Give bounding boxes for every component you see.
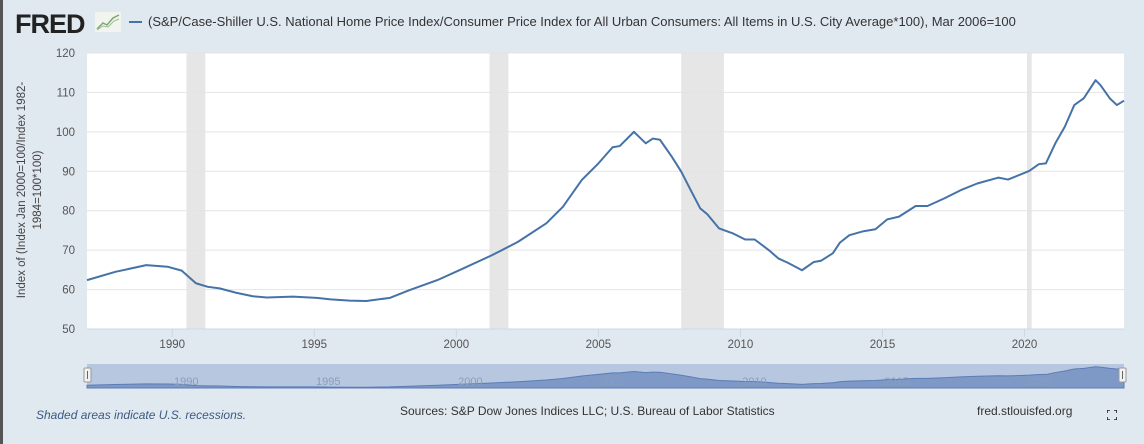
recession-band <box>1026 53 1032 329</box>
navigator-tick-label: 2005 <box>600 376 624 388</box>
sources: Sources: S&P Dow Jones Indices LLC; U.S.… <box>400 404 775 418</box>
x-tick-label: 1995 <box>301 339 327 351</box>
recession-note: Shaded areas indicate U.S. recessions. <box>36 408 247 422</box>
y-tick-label: 100 <box>56 127 75 139</box>
y-tick-label: 70 <box>62 245 75 257</box>
fullscreen-icon[interactable] <box>1107 410 1117 420</box>
plot-area <box>87 53 1124 329</box>
navigator-tick-label: 1990 <box>174 376 198 388</box>
y-tick-label: 80 <box>62 206 75 218</box>
recession-band <box>186 53 206 329</box>
x-tick-label: 2005 <box>586 339 612 351</box>
x-tick-label: 2010 <box>728 339 754 351</box>
chart: 50 60 70 80 90 100 110 120 1990 1995 2000 2005 2010 2… <box>56 48 1127 389</box>
y-tick-label: 50 <box>62 324 75 336</box>
navigator-series <box>86 366 1125 389</box>
legend: (S&P/Case-Shiller U.S. National Home Pri… <box>129 14 1016 29</box>
navigator-tick-label: 2000 <box>458 376 482 388</box>
legend-swatch <box>129 20 142 23</box>
navigator-tick-label: 2015 <box>884 376 908 388</box>
chart-line-icon <box>95 12 121 32</box>
y-tick-label: 60 <box>62 285 75 297</box>
fred-logo[interactable]: FRED <box>15 9 85 39</box>
navigator-tick-label: 2010 <box>742 376 766 388</box>
y-tick-label: 110 <box>57 87 75 99</box>
y-tick-label: 90 <box>62 166 75 178</box>
x-tick-label: 2015 <box>870 339 896 351</box>
navigator-tick-label: 1995 <box>316 376 340 388</box>
site-link[interactable]: fred.stlouisfed.org <box>977 404 1073 418</box>
y-tick-label: 120 <box>56 48 75 60</box>
x-tick-label: 2020 <box>1012 339 1038 351</box>
recession-band <box>681 53 724 329</box>
x-tick-label: 2000 <box>444 339 470 351</box>
series-title: (S&P/Case-Shiller U.S. National Home Pri… <box>148 14 1016 29</box>
recession-band <box>489 53 509 329</box>
x-tick-label: 1990 <box>159 339 185 351</box>
navigator-tick-label: 2020 <box>1026 376 1050 388</box>
